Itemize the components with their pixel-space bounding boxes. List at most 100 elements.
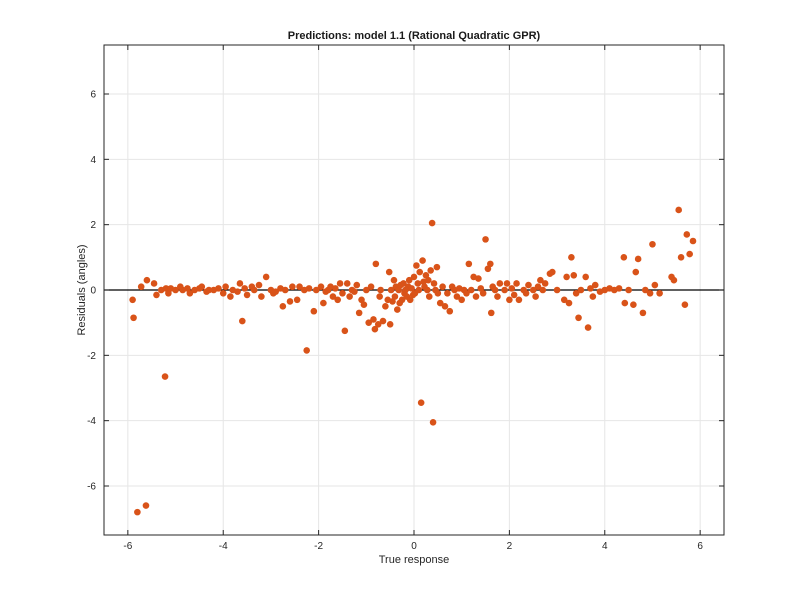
data-point <box>434 289 442 297</box>
data-point <box>484 265 492 273</box>
data-point <box>279 303 287 310</box>
data-point <box>227 293 234 300</box>
data-point <box>441 303 449 310</box>
data-point <box>130 314 137 322</box>
data-point <box>310 307 318 315</box>
x-tick-label: -2 <box>314 541 323 552</box>
data-point <box>341 327 349 335</box>
data-point <box>541 280 549 287</box>
data-point <box>537 276 544 284</box>
data-point <box>422 272 430 279</box>
data-point <box>272 288 279 295</box>
data-point <box>414 280 422 287</box>
data-point <box>563 273 570 281</box>
data-point <box>236 280 244 287</box>
data-point <box>332 285 339 292</box>
data-point <box>496 280 504 287</box>
data-point <box>386 321 394 328</box>
data-point <box>615 285 623 292</box>
data-point <box>425 276 432 284</box>
data-point <box>410 273 418 281</box>
data-point <box>475 275 482 282</box>
data-point <box>336 280 344 287</box>
data-point <box>425 293 433 300</box>
data-point <box>625 286 632 294</box>
data-point <box>320 299 327 307</box>
data-point <box>522 289 530 297</box>
data-point <box>129 296 136 304</box>
data-point <box>367 283 375 291</box>
data-point <box>491 286 499 294</box>
data-point <box>255 281 263 289</box>
data-point <box>137 283 145 291</box>
data-point <box>630 301 637 309</box>
data-point <box>463 289 470 297</box>
data-point <box>553 286 561 294</box>
data-point <box>560 296 568 304</box>
y-tick-label: -2 <box>87 351 96 362</box>
data-point <box>365 319 372 326</box>
data-point <box>134 508 141 516</box>
data-point <box>379 317 387 325</box>
data-point <box>153 291 160 299</box>
data-point <box>577 286 585 294</box>
data-point <box>353 281 361 289</box>
data-point <box>472 293 480 300</box>
x-tick-label: -6 <box>123 541 132 552</box>
x-tick-label: 6 <box>697 541 703 552</box>
data-point <box>686 250 693 258</box>
data-point <box>487 309 495 317</box>
data-point <box>620 254 628 261</box>
data-point <box>371 325 379 333</box>
data-point <box>433 263 441 271</box>
data-point <box>675 206 682 214</box>
data-point <box>162 285 170 292</box>
data-point <box>467 286 475 294</box>
data-point <box>234 288 241 295</box>
x-tick-label: 2 <box>507 541 513 552</box>
data-point <box>683 231 691 238</box>
data-point <box>656 289 663 297</box>
data-point <box>390 276 398 284</box>
data-point <box>642 286 649 294</box>
data-point <box>582 273 589 281</box>
data-point <box>670 276 678 284</box>
data-point <box>289 283 296 291</box>
y-tick-label: -6 <box>87 482 96 493</box>
data-point <box>303 347 310 354</box>
chart-title: Predictions: model 1.1 (Rational Quadrat… <box>288 30 541 42</box>
data-point <box>394 306 401 313</box>
data-point <box>570 272 578 279</box>
data-point <box>150 280 158 287</box>
x-tick-label: 4 <box>602 541 608 552</box>
data-point <box>184 285 191 292</box>
data-point <box>161 373 169 380</box>
data-point <box>565 299 573 307</box>
data-point <box>575 314 582 322</box>
data-point <box>681 301 689 309</box>
data-point <box>621 299 629 307</box>
data-point <box>374 321 382 328</box>
data-point <box>428 219 436 227</box>
data-point <box>355 309 363 317</box>
data-point <box>477 285 485 292</box>
data-point <box>305 285 313 292</box>
data-point <box>503 280 511 287</box>
data-point <box>568 254 575 261</box>
data-point <box>453 293 461 300</box>
data-point <box>515 296 523 304</box>
data-point <box>649 240 656 248</box>
data-point <box>198 283 206 291</box>
data-point <box>646 289 654 297</box>
data-point <box>417 399 425 407</box>
data-point <box>413 262 420 269</box>
data-point <box>479 289 487 297</box>
data-point <box>513 280 520 287</box>
y-axis-label: Residuals (angles) <box>76 244 88 335</box>
data-point <box>639 309 647 317</box>
data-points <box>129 206 697 516</box>
data-point <box>501 286 508 294</box>
data-point <box>427 267 434 274</box>
data-point <box>358 296 365 304</box>
y-tick-label: 0 <box>90 286 96 297</box>
